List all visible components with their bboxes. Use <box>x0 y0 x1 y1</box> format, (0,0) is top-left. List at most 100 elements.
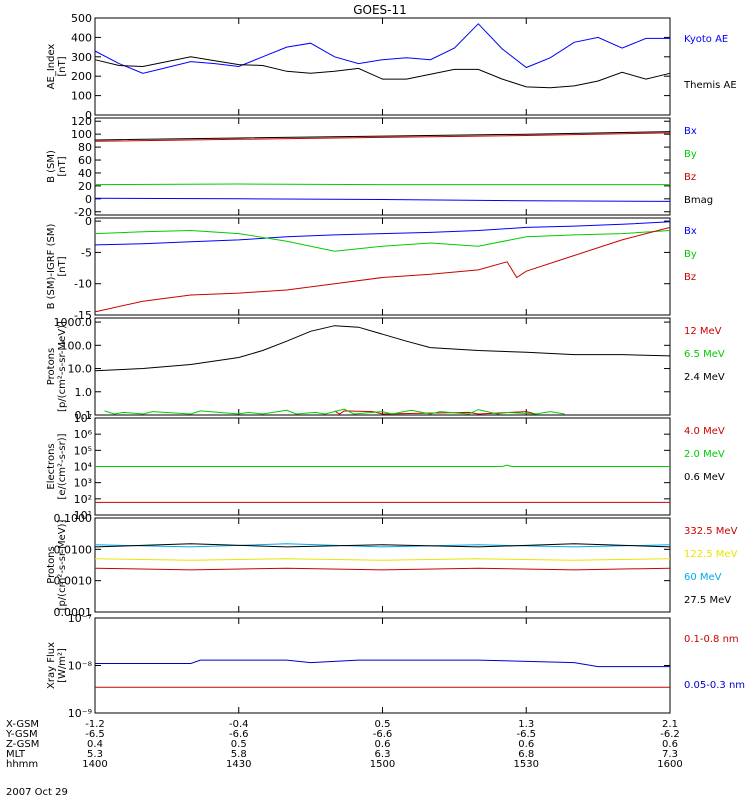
ephemeris-row-label: Y-GSM <box>5 729 38 740</box>
legend-entry: Bx <box>684 226 697 237</box>
legend-entry: 6.5 MeV <box>684 349 725 360</box>
y-tick-label: 40 <box>78 167 92 180</box>
legend-entry: 0.6 MeV <box>684 472 725 483</box>
ephemeris-cell: 1.3 <box>518 719 534 730</box>
ephemeris-cell: 6.3 <box>375 749 391 760</box>
legend-entry: 122.5 MeV <box>684 549 738 560</box>
ephemeris-cell: 1430 <box>226 759 251 770</box>
series-line <box>94 23 670 74</box>
series-line <box>94 132 671 142</box>
legend-entry: 2.4 MeV <box>684 372 725 383</box>
y-tick-label: 10.0 <box>68 363 93 376</box>
y-tick-label: 1.0 <box>75 386 93 399</box>
legend-entry: Kyoto AE <box>684 34 728 45</box>
panel-4: 0.1 1.0 10.0 100.0 1000.0Protons[p/(cm²-s-sr… <box>46 316 725 422</box>
ephemeris-cell: 2.1 <box>662 719 678 730</box>
series-line <box>94 229 671 252</box>
y-tick-label: -20 <box>74 206 92 219</box>
ephemeris-cell: 1530 <box>514 759 539 770</box>
series-line <box>94 56 671 89</box>
ephemeris-cell: 0.5 <box>375 719 391 730</box>
panel-frame <box>94 117 671 216</box>
y-tick-label: 120 <box>71 115 92 128</box>
legend-entry: 332.5 MeV <box>684 526 738 537</box>
y-tick-label: 0.0001 <box>54 606 93 619</box>
ephemeris-row-label: Z-GSM <box>6 739 39 750</box>
legend-entry: 4.0 MeV <box>684 426 725 437</box>
y-tick-label: 100 <box>71 90 92 103</box>
legend-entry: 0.1-0.8 nm <box>684 634 739 645</box>
panel-frame <box>94 17 671 116</box>
series-line <box>94 221 671 246</box>
series-line <box>94 197 671 202</box>
panel-5: 10¹ 10² 10³ 10⁴ 10⁵ 10⁶ 10⁷ Electrons[e/(cm²-s-… <box>46 412 725 522</box>
panel-frame <box>94 217 671 316</box>
series-line <box>94 183 670 186</box>
y-axis-label: Xray Flux[W/m²] <box>46 642 68 689</box>
ephemeris-cell: 0.6 <box>518 739 534 750</box>
legend-entry: 27.5 MeV <box>684 595 731 606</box>
legend-entry: Bx <box>684 126 697 137</box>
ephemeris-cell: -6.5 <box>85 729 105 740</box>
y-tick-label: 1000.0 <box>54 316 93 329</box>
y-axis-label: Protons[p/(cm²-s-sr-MeV)] <box>46 321 68 412</box>
panel-3: -15 -10 -5 0 B (SM)-IGRF (SM)[nT] Bx By Bz <box>46 215 697 322</box>
legend-entry: Bz <box>684 172 696 183</box>
y-tick-label: 80 <box>78 141 92 154</box>
panel-frame <box>94 617 671 714</box>
y-axis-label: B (SM)-IGRF (SM)[nT] <box>46 224 68 310</box>
ephemeris-cell: 1400 <box>82 759 107 770</box>
y-tick-label: 300 <box>71 51 92 64</box>
y-tick-label: 100.0 <box>61 339 93 352</box>
y-tick-label: -15 <box>74 309 92 322</box>
ephemeris-cell: -6.2 <box>660 729 680 740</box>
date-label: 2007 Oct 29 <box>6 787 68 798</box>
y-tick-label: 10⁷ <box>74 412 92 425</box>
legend-entry: 2.0 MeV <box>684 449 725 460</box>
y-tick-label: 10⁻⁷ <box>68 612 92 625</box>
legend-entry: Themis AE <box>683 80 737 91</box>
series-line <box>94 543 671 548</box>
series-line <box>94 131 671 141</box>
panel-1: 0 100 200 300 400 500 AE_Index[nT] Kyoto AE Them… <box>46 12 737 122</box>
ephemeris-cell: 0.4 <box>87 739 103 750</box>
y-tick-label: 0.0010 <box>54 575 93 588</box>
y-tick-label: 0 <box>85 193 92 206</box>
panel-frame <box>94 317 671 416</box>
ephemeris-cell: -6.5 <box>516 729 536 740</box>
y-axis-label: B (SM)[nT] <box>46 150 68 183</box>
legend-entry: By <box>684 149 697 160</box>
ephemeris-cell: -6.6 <box>229 729 249 740</box>
y-tick-label: 10³ <box>74 477 92 490</box>
series-line <box>94 226 671 313</box>
panel-7: 10⁻⁹ 10⁻⁸ 10⁻⁷ Xray Flux[W/m²] 0.1-0.8 nm 0.0… <box>46 612 745 720</box>
ephemeris-cell: 0.6 <box>662 739 678 750</box>
legend-entry: 12 MeV <box>684 326 722 337</box>
series-line <box>94 567 671 571</box>
y-tick-label: 10¹ <box>74 509 92 522</box>
ephemeris-row-label: MLT <box>6 749 26 760</box>
y-tick-label: 60 <box>78 154 92 167</box>
y-tick-label: 0.0100 <box>54 543 93 556</box>
y-tick-label: 0.1 <box>75 409 93 422</box>
ephemeris-cell: 0.6 <box>375 739 391 750</box>
y-tick-label: 10⁻⁸ <box>68 660 93 673</box>
ephemeris-cell: 5.3 <box>87 749 103 760</box>
ephemeris-row-label: hhmm <box>6 759 38 770</box>
series-line <box>95 464 670 467</box>
series-line <box>94 543 671 548</box>
ephemeris-cell: 1500 <box>370 759 395 770</box>
panel-frame <box>94 517 671 613</box>
panel-6: 0.0001 0.0010 0.0100 0.1000Protons[p/(cm²-s… <box>46 512 738 619</box>
y-tick-label: 0 <box>85 215 92 228</box>
y-tick-label: 200 <box>71 70 92 83</box>
y-tick-label: 400 <box>71 31 92 44</box>
y-axis-label: AE_Index[nT] <box>46 44 68 90</box>
y-axis-label: Electrons[e/(cm²-s-sr)] <box>46 433 68 499</box>
ephemeris-row-label: X-GSM <box>6 719 39 730</box>
legend-entry: 0.05-0.3 nm <box>684 680 745 691</box>
legend-entry: Bmag <box>684 195 713 206</box>
figure-title: GOES-11 <box>353 3 407 17</box>
